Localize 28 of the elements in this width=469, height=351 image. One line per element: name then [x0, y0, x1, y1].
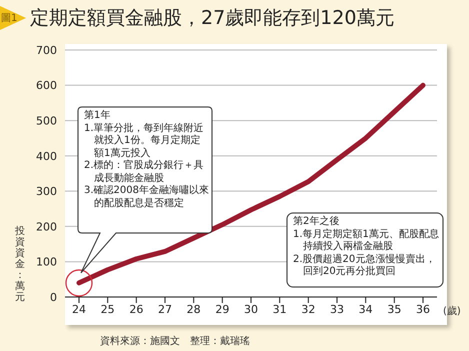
x-tick-label: 24 — [72, 302, 86, 316]
y-tick-label: 300 — [36, 185, 57, 198]
y-tick-label: 500 — [36, 114, 57, 128]
x-tick-label: 32 — [301, 302, 316, 316]
y-tick-label: 600 — [36, 79, 57, 92]
chart-title: 定期定額買金融股，27歲即能存到120萬元 — [30, 6, 394, 31]
y-tick-label: 200 — [36, 220, 57, 234]
x-tick-label: 35 — [387, 302, 402, 316]
x-tick-label: 25 — [100, 302, 115, 316]
annotation: 第1年 1.單筆分批，每到年線附近就投入1份。每月定期定額1萬元投入 2.標的：官股成分銀行＋具成長動能金融股 3.確認2008年金融海嘯以來的配股配息是否穩定 — [84, 110, 210, 210]
x-tick-label: 29 — [215, 302, 230, 316]
caption: 圖1 — [1, 12, 18, 25]
y-tick-label: 400 — [36, 150, 57, 163]
x-tick-label: 26 — [129, 302, 144, 316]
source-note: 資料來源：施國文 整理：戴瑞瑤 — [100, 334, 250, 348]
y-tick-label: 0 — [50, 290, 57, 304]
x-tick-label: 28 — [186, 302, 201, 316]
x-tick-label: 33 — [330, 302, 344, 316]
x-tick-label: 30 — [244, 302, 258, 316]
x-tick-label: 31 — [272, 302, 287, 316]
x-tick-label: 36 — [416, 302, 430, 316]
y-axis-title: 投資資金：萬元 — [14, 226, 26, 303]
y-tick-label: 700 — [36, 44, 57, 57]
annotation: 第2年之後 1.每月定期定額1萬元、配股配息持續投入兩檔金融股 2.股價超過20元急漲慢慢賣出，回到20元再分批買回 — [293, 216, 440, 278]
x-axis-title: (歲) — [443, 304, 461, 318]
y-tick-label: 100 — [36, 256, 57, 269]
x-tick-label: 27 — [158, 302, 172, 316]
x-tick-label: 34 — [358, 302, 373, 316]
